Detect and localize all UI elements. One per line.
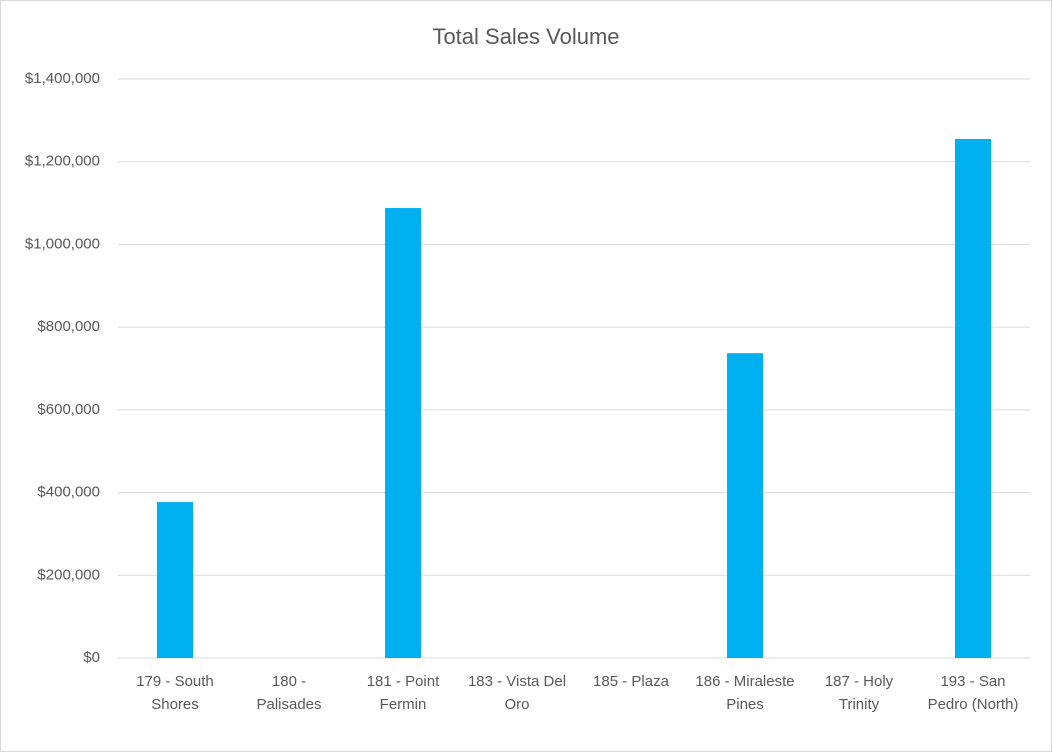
y-tick-label: $800,000 [37,318,100,335]
y-tick-label: $1,200,000 [25,153,100,170]
x-tick-label: 183 - Vista Del Oro [467,673,567,713]
x-tick-label: 185 - Plaza [593,673,669,690]
bar [727,353,763,658]
x-tick-label: 180 - Palisades [256,673,322,713]
y-tick-label: $0 [83,649,100,666]
bar [157,502,193,658]
y-tick-label: $1,000,000 [25,235,100,252]
y-tick-label: $1,400,000 [25,70,100,87]
x-tick-label: 187 - Holy Trinity [824,673,894,713]
x-tick-label: 181 - Point Fermin [366,673,440,713]
y-tick-label: $600,000 [37,401,100,418]
bar [955,138,991,659]
y-tick-label: $400,000 [37,484,100,501]
y-tick-label: $200,000 [37,566,100,583]
x-tick-label: 186 - Miraleste Pines [695,673,795,713]
x-tick-label: 193 - San Pedro (North) [927,673,1019,713]
chart-title: Total Sales Volume [432,24,619,49]
x-tick-label: 179 - South Shores [136,673,214,713]
bar [385,208,421,658]
